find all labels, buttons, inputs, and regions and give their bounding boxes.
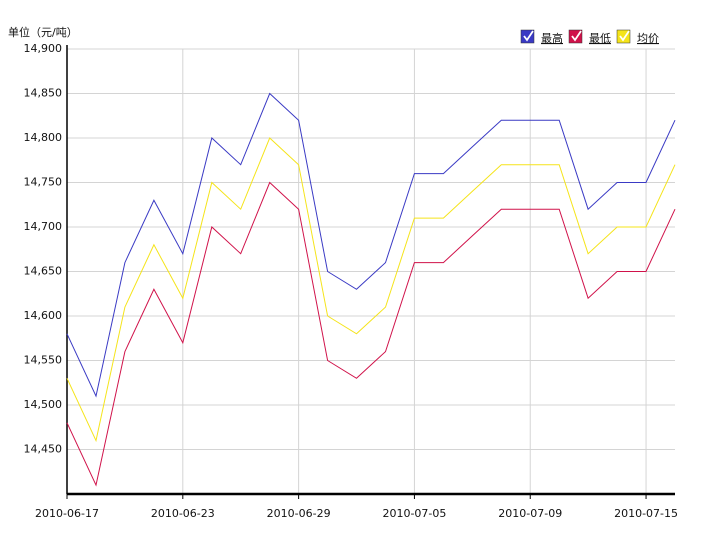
y-tick-label: 14,750 (24, 176, 63, 189)
x-tick-label: 2010-07-15 (614, 507, 678, 520)
y-tick-label: 14,450 (24, 443, 63, 456)
y-tick-label: 14,900 (24, 42, 63, 55)
y-tick-label: 14,650 (24, 265, 63, 278)
legend-check (571, 30, 582, 42)
legend-label[interactable]: 最高 (541, 31, 563, 45)
y-tick-label: 14,800 (24, 131, 63, 144)
line (66, 181, 676, 487)
legend-label[interactable]: 均价 (637, 32, 659, 45)
line (66, 137, 676, 443)
y-tick-label: 14,550 (24, 354, 63, 367)
unit-label: 单位（元/吨） (8, 25, 78, 39)
legend-label[interactable]: 最低 (589, 32, 611, 45)
legend-check (523, 30, 534, 42)
x-tick-label: 2010-06-29 (267, 507, 331, 520)
y-tick-label: 14,500 (24, 398, 63, 411)
y-tick-label: 14,600 (24, 309, 63, 322)
line (66, 92, 676, 398)
x-tick-label: 2010-07-05 (382, 507, 446, 520)
x-tick-label: 2010-07-09 (498, 507, 562, 520)
x-tick-label: 2010-06-23 (151, 507, 215, 520)
legend-check (619, 30, 630, 42)
x-tick-label: 2010-06-17 (35, 507, 99, 520)
y-tick-label: 14,700 (24, 220, 63, 233)
y-tick-label: 14,850 (24, 87, 63, 100)
